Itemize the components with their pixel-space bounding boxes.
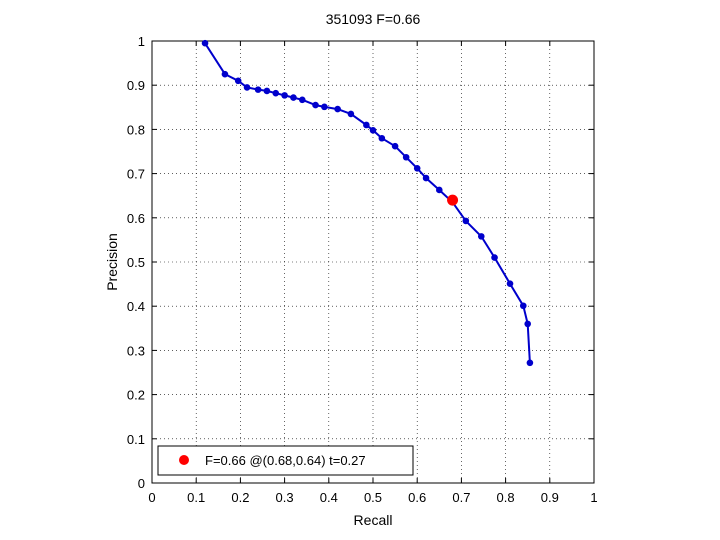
pr-curve-point: [243, 84, 251, 91]
y-tick-label: 0.4: [127, 299, 145, 314]
x-tick-label: 0.9: [541, 490, 559, 505]
pr-curve-point: [462, 217, 470, 225]
y-axis-title: Precision: [104, 233, 120, 291]
y-tick-label: 0.7: [127, 167, 145, 182]
pr-curve-point: [519, 302, 527, 310]
legend: F=0.66 @(0.68,0.64) t=0.27: [157, 445, 414, 476]
pr-curve-point: [254, 86, 262, 93]
pr-curve-point: [524, 320, 531, 328]
pr-curve-point: [347, 110, 355, 118]
y-tick-label: 0.5: [127, 255, 145, 270]
pr-curve-point: [369, 126, 377, 134]
grid-lines: [152, 41, 594, 483]
pr-curve-point: [234, 77, 242, 85]
pr-curve-point: [221, 70, 229, 78]
x-tick-label: 0.2: [231, 490, 249, 505]
pr-curve-point: [413, 164, 421, 172]
x-tick-label: 0.1: [187, 490, 205, 505]
pr-curve-point: [298, 96, 306, 104]
x-tick-label: 0.5: [364, 490, 382, 505]
chart-title: 351093 F=0.66: [326, 11, 421, 27]
pr-curve-point: [272, 89, 280, 97]
pr-curve-point: [312, 101, 319, 109]
y-tick-label: 0.6: [127, 211, 145, 226]
x-tick-label: 0.3: [276, 490, 294, 505]
best-f-marker: [447, 194, 459, 206]
pr-curve-point: [491, 254, 498, 261]
x-axis-title: Recall: [354, 512, 393, 528]
x-tick-label: 0.7: [452, 490, 470, 505]
y-tick-label: 0.9: [127, 78, 145, 93]
axis-ticks: 0 0.1 0.2 0.3 0.4 0.5 0.6 0.7 0.8 0.9 1 0 0.1 0.2 0.3 0…: [127, 34, 598, 505]
pr-curve-point: [263, 87, 271, 95]
pr-curve-point: [363, 121, 370, 129]
pr-curve-point: [526, 359, 534, 367]
pr-curve-point: [378, 134, 386, 142]
pr-curve-point: [334, 105, 341, 113]
x-tick-label: 0.6: [408, 490, 426, 505]
pr-curve-point: [506, 280, 514, 287]
pr-curve-line: [204, 42, 531, 363]
pr-curve-point: [477, 233, 485, 240]
y-tick-label: 1: [138, 34, 145, 49]
legend-box: [157, 445, 414, 476]
pr-curve-point: [402, 153, 410, 161]
x-tick-label: 0.8: [497, 490, 515, 505]
legend-label: F=0.66 @(0.68,0.64) t=0.27: [205, 453, 366, 468]
pr-curve-point: [281, 92, 288, 99]
x-tick-label: 1: [590, 490, 597, 505]
pr-curve-point: [321, 103, 328, 111]
y-tick-label: 0: [138, 476, 145, 491]
series-layer: [201, 39, 534, 367]
x-tick-label: 0.4: [320, 490, 338, 505]
y-tick-label: 0.8: [127, 122, 145, 137]
x-tick-label: 0: [148, 490, 155, 505]
legend-marker: [179, 455, 189, 465]
y-tick-label: 0.1: [127, 432, 145, 447]
pr-curve-point: [422, 174, 430, 182]
pr-curve-point: [290, 94, 297, 101]
pr-curve-point: [201, 39, 209, 47]
y-tick-label: 0.2: [127, 388, 145, 403]
pr-curve-point: [436, 186, 443, 194]
y-tick-label: 0.3: [127, 343, 145, 358]
pr-curve-point: [391, 142, 399, 150]
